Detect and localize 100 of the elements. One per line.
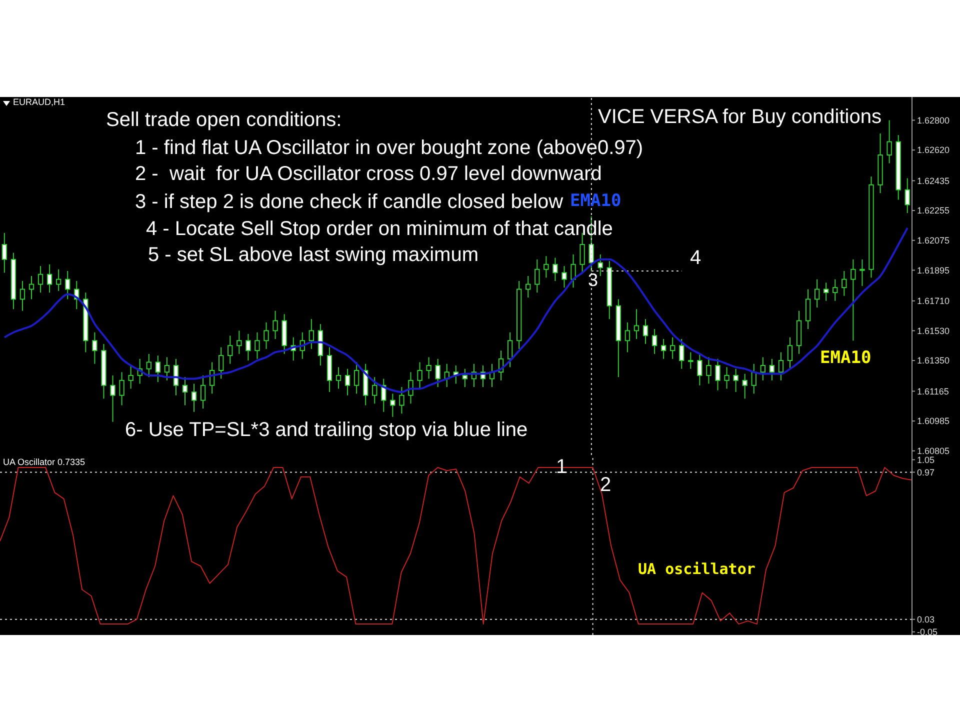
candlestick (92, 332, 98, 364)
y-tick-label: 1.05 (917, 454, 935, 465)
candlestick (507, 332, 513, 368)
candlestick (308, 318, 314, 350)
candlestick (462, 368, 468, 388)
candlestick (264, 322, 269, 350)
y-tick-label: 1.60985 (917, 416, 950, 426)
candlestick (642, 318, 648, 344)
candlestick (832, 278, 838, 302)
y-tick-label: 1.61350 (917, 356, 950, 366)
candlestick (38, 266, 44, 294)
candlestick (562, 266, 567, 288)
candlestick (228, 335, 233, 364)
candlestick (624, 322, 630, 353)
y-tick-label: 1.60805 (917, 446, 950, 456)
candlestick (110, 374, 116, 422)
candlestick (814, 278, 820, 308)
candlestick (904, 178, 910, 214)
candlestick (408, 372, 414, 404)
candlestick (344, 368, 350, 396)
candlestick (670, 336, 676, 360)
annotation: 1 - find flat UA Oscillator in over bought zone (above0.97) (135, 137, 644, 159)
candlestick (218, 346, 224, 380)
y-tick-label: 1.62075 (917, 236, 950, 246)
annotation: EURAUD,H1 (13, 97, 66, 108)
candlestick (760, 356, 766, 381)
annotation: Sell trade open conditions: (106, 109, 342, 131)
candlestick (860, 258, 865, 286)
candlestick (886, 120, 892, 164)
candlestick (65, 270, 70, 300)
y-tick-label: 0.97 (917, 467, 935, 478)
candlestick (778, 352, 784, 381)
y-tick-label: 1.62620 (917, 145, 950, 156)
candlestick (390, 393, 396, 418)
candlestick (742, 373, 748, 400)
candlestick (724, 366, 730, 390)
y-tick-label: 1.62435 (917, 176, 950, 186)
candlestick (119, 372, 124, 406)
candlestick (236, 330, 242, 354)
candlestick (200, 374, 206, 410)
candlestick (652, 328, 658, 354)
candlestick (706, 356, 712, 384)
candlestick (336, 366, 342, 390)
candlestick (697, 353, 702, 386)
candlestick (688, 352, 694, 370)
candlestick (182, 376, 188, 406)
y-tick-label: 1.61710 (917, 296, 950, 306)
candlestick (164, 356, 170, 381)
candlestick (46, 264, 52, 294)
candlestick (598, 254, 603, 276)
candlestick (128, 365, 134, 390)
candlestick (56, 268, 62, 292)
y-tick-label: -0.05 (917, 627, 938, 638)
annotation: 2 - wait for UA Oscillator cross 0.97 level downward (135, 163, 602, 185)
candlestick (824, 282, 829, 302)
y-tick-label: 1.61895 (917, 265, 950, 276)
annotation: 3 (588, 270, 598, 291)
candlestick (552, 257, 558, 282)
annotation: 5 - set SL above last swing maximum (148, 244, 478, 266)
annotation: UA Oscillator 0.7335 (3, 457, 86, 468)
candlestick (246, 334, 251, 362)
candlestick (544, 256, 549, 278)
candlestick (787, 336, 793, 370)
candlestick (191, 383, 197, 412)
annotation: VICE VERSA for Buy conditions (598, 106, 882, 128)
candlestick (715, 358, 720, 391)
candlestick (254, 332, 260, 360)
annotation: 4 (690, 247, 702, 269)
candlestick (28, 276, 34, 300)
y-tick-label: 1.61165 (917, 386, 949, 396)
series-label: EMA10 (820, 348, 872, 368)
candlestick (805, 288, 811, 330)
candlestick (372, 376, 378, 404)
candlestick (733, 368, 738, 393)
annotation: EMA10 (570, 191, 622, 211)
y-tick-label: 1.61530 (917, 326, 950, 336)
annotation: UA oscillator (638, 560, 756, 578)
candlestick (570, 254, 576, 288)
candlestick (2, 232, 8, 274)
candlestick (435, 358, 440, 388)
y-tick-label: 1.62255 (917, 206, 950, 216)
y-tick-label: 1.62800 (917, 115, 950, 126)
candlestick (381, 378, 386, 412)
candlestick (146, 353, 152, 378)
candlestick (426, 356, 432, 380)
y-tick-label: 0.03 (917, 614, 935, 625)
candlestick (155, 355, 161, 383)
candlestick (769, 358, 775, 381)
candlestick (354, 362, 360, 394)
candlestick (679, 338, 684, 370)
candlestick (20, 280, 26, 312)
candlestick (660, 338, 666, 360)
candlestick (526, 276, 531, 298)
candlestick (399, 386, 404, 414)
candlestick (272, 310, 278, 340)
annotation: 6- Use TP=SL*3 and trailing stop via blue line (125, 419, 528, 441)
candlestick (634, 308, 640, 340)
annotation: 3 - if step 2 is done check if candle closed below (135, 191, 564, 213)
candlestick (850, 258, 856, 342)
annotation: 2 (600, 474, 612, 496)
